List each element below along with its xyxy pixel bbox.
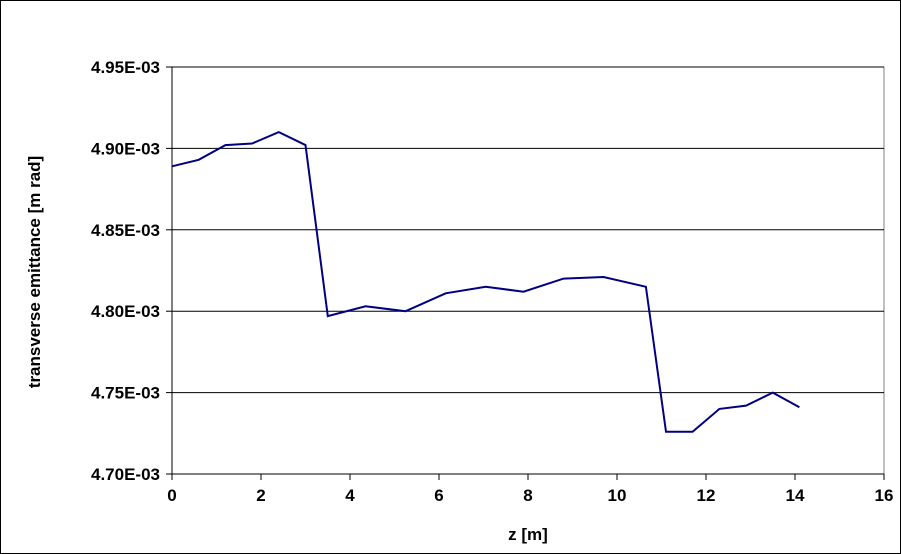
plot-area [171,66,885,475]
x-tick-label: 2 [256,486,265,505]
x-tick-label: 4 [345,486,355,505]
tick-labels: 4.70E-03 4.75E-03 4.80E-03 4.85E-03 4.90E-03… [91,58,893,505]
y-tick-label: 4.80E-03 [91,302,160,321]
y-tick-label: 4.70E-03 [91,465,160,484]
x-tick-label: 8 [523,486,532,505]
x-tick-label: 12 [697,486,716,505]
x-tick-label: 14 [786,486,805,505]
y-tick-label: 4.95E-03 [91,58,160,77]
y-tick-label: 4.85E-03 [91,221,160,240]
gridlines [172,66,884,394]
y-axis-label: transverse emittance [m rad] [25,156,44,388]
x-tick-label: 10 [608,486,627,505]
emittance-series-line [171,131,800,433]
x-tick-label: 16 [875,486,894,505]
x-tick-label: 6 [434,486,443,505]
x-axis-label: z [m] [508,525,548,544]
series-layer [171,131,800,433]
x-tick-label: 0 [167,486,176,505]
y-tick-label: 4.75E-03 [91,384,160,403]
axes [166,66,885,480]
y-tick-label: 4.90E-03 [91,139,160,158]
